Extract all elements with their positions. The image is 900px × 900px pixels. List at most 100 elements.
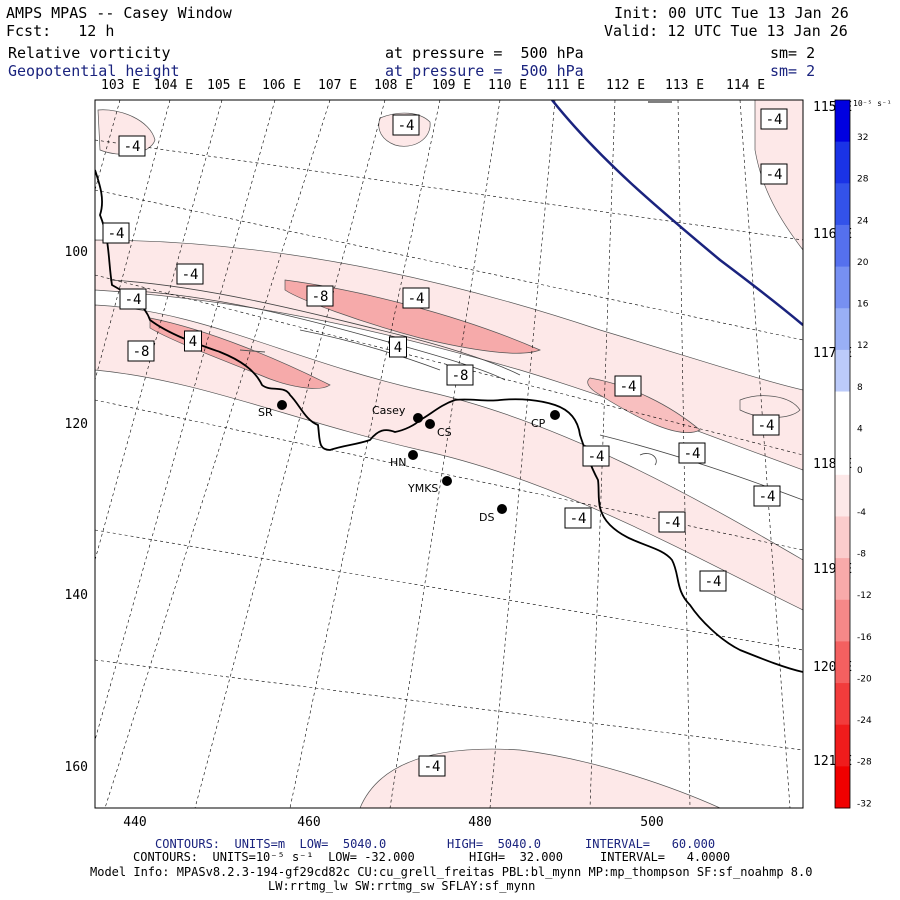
colorbar-tick-label: 0 [857,466,863,476]
colorbar-tick-label: -32 [857,799,872,809]
y-tick-140: 140 [65,588,88,603]
contour-label: -4 [664,515,681,531]
lon-label: 105 E [207,78,246,93]
contour-label-box [582,445,610,467]
colorbar-tick-label: -4 [857,508,866,518]
colorbar-tick-label: 4 [857,425,863,435]
contour-label: 4 [189,334,197,350]
station-marker-sr [277,400,287,410]
field1-smoothing: sm= 2 [770,44,816,62]
colorbar-tick-label: -16 [857,633,872,643]
station-label-ds: DS [479,511,494,524]
station-marker-hn [408,450,418,460]
colorbar-segment [835,224,850,268]
contour-label: -4 [424,759,441,775]
contour-label: -4 [108,226,125,242]
contour-label: -8 [452,368,469,384]
contour-label-box [564,507,592,529]
colorbar-tick-label: 20 [857,258,869,268]
station-label-ymks: YMKS [407,482,438,495]
contour-label-box [389,336,407,358]
station-label-sr: SR [258,406,273,419]
positive-vorticity-contours [109,279,803,501]
coastline [95,169,803,673]
contour-label: -4 [684,446,701,462]
contour-label-box [614,375,642,397]
station-label-cp: CP [531,417,546,430]
contour-label-box [184,330,202,352]
contour-label-box [402,287,430,309]
contour-label: -4 [398,118,415,134]
footer-height-contours: CONTOURS: UNITS=m LOW= 5040.0 [155,837,387,851]
colorbar-segment [835,474,850,517]
station-marker-casey [413,413,423,423]
contour-label-box [176,263,204,285]
station-label-casey: Casey [372,404,406,417]
contour-label-box [306,285,334,307]
colorbar-tick-label: 16 [857,300,869,310]
colorbar-tick-label: 28 [857,175,869,185]
footer-vorticity-high: HIGH= 32.000 [469,850,563,864]
colorbar-segment [835,349,850,393]
colorbar-segment [835,308,850,351]
geopotential-height-contour [551,100,803,326]
y-tick-100: 100 [65,245,88,260]
field2-name: Geopotential height [8,62,180,80]
contour-label: -8 [312,289,329,305]
contour-label-box [678,442,706,464]
latitude-grid [95,100,803,751]
y-tick-120: 120 [65,417,88,432]
contour-label: -4 [408,291,425,307]
contour-label-box [446,364,474,386]
colorbar-tick-label: 24 [857,216,869,226]
x-axis: 440 460 480 500 [123,815,663,830]
colorbar-tick-label: 8 [857,383,863,393]
contour-label-box [760,108,788,130]
field2-level: at pressure = 500 hPa [385,62,584,80]
lon-label: 114 E [726,78,765,93]
lon-label: 113 E [665,78,704,93]
station-label-hn: HN [390,456,407,469]
footer-vorticity-interval: INTERVAL= 4.0000 [600,850,731,864]
footer-model-info: Model Info: MPASv8.2.3-194-gf29cd82c CU:… [90,865,813,879]
colorbar-segment [835,766,850,809]
colorbar: 10⁻⁵ s⁻¹ 32 28 24 20 16 12 8 4 0 -4 -8 -12 -16 -20 -24… [834,99,892,809]
lon-label: 106 E [262,78,301,93]
colorbar-tick-label: -8 [857,549,866,559]
contour-label-box [118,135,146,157]
stations: SR Casey CS HN YMKS DS CP [258,400,560,524]
field2-smoothing: sm= 2 [770,62,816,80]
colorbar-segment [835,641,850,684]
contour-label-box [753,485,781,507]
contour-label-box [102,222,130,244]
contour-label: -4 [758,418,775,434]
x-tick-440: 440 [123,815,146,830]
lon-label: 103 E [101,78,140,93]
field1-name: Relative vorticity [8,44,171,62]
colorbar-segment [835,183,850,226]
contour-label: 4 [394,340,402,356]
contour-label-box [752,414,780,436]
colorbar-segment [835,141,850,184]
colorbar-tick-label: -28 [857,758,872,768]
colorbar-frame [834,99,851,809]
contour-label-box [127,340,155,362]
contour-label-box [119,288,147,310]
contour-label: -4 [125,292,142,308]
colorbar-unit: 10⁻⁵ s⁻¹ [853,99,892,108]
lon-label: 111 E [546,78,585,93]
field1-level: at pressure = 500 hPa [385,44,584,62]
footer-height-high: HIGH= 5040.0 [447,837,541,851]
contour-label: -4 [620,379,637,395]
contour-label: -4 [705,574,722,590]
map-title: AMPS MPAS -- Casey Window [6,4,232,22]
colorbar-segment [835,599,850,642]
colorbar-segment [835,391,850,434]
station-marker-ds [497,504,507,514]
contour-label: -4 [124,139,141,155]
contour-label-box [760,163,788,185]
lon-label: 108 E [374,78,413,93]
x-tick-460: 460 [297,815,320,830]
colorbar-tick-label: -24 [857,716,872,726]
